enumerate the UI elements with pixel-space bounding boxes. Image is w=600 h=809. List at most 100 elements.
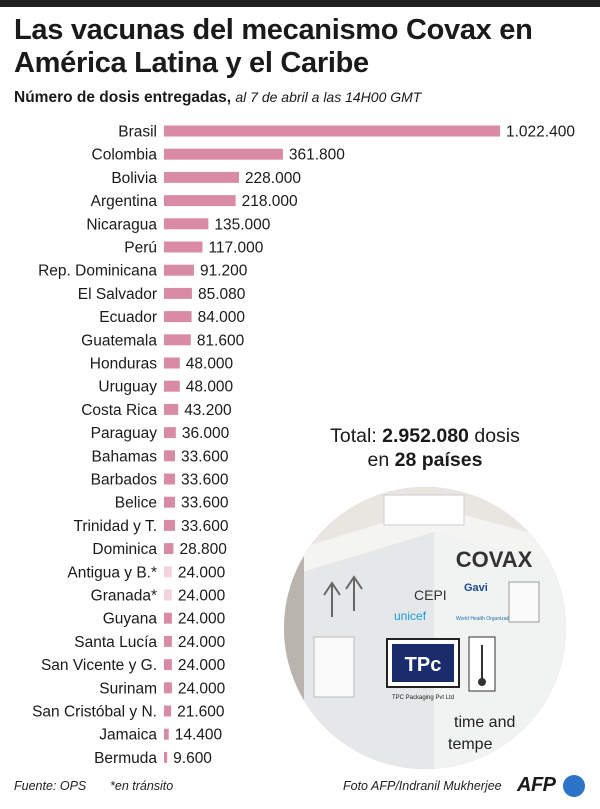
bar bbox=[164, 311, 192, 323]
bar bbox=[164, 287, 192, 299]
bar bbox=[164, 218, 209, 230]
photo-gavi-text: Gavi bbox=[464, 582, 488, 594]
top-rule bbox=[0, 0, 600, 7]
value-label: 48.000 bbox=[186, 356, 234, 373]
category-label: Jamaica bbox=[99, 727, 157, 744]
bar bbox=[164, 566, 172, 578]
bar bbox=[164, 125, 500, 137]
value-label: 91.200 bbox=[200, 263, 248, 280]
value-label: 33.600 bbox=[181, 472, 229, 489]
value-label: 9.600 bbox=[173, 750, 212, 767]
value-label: 81.600 bbox=[197, 332, 245, 349]
source-note: Fuente: OPS bbox=[14, 779, 87, 793]
photo-company-text: TPC Packaging Pvt Ltd bbox=[392, 695, 454, 701]
photo-unicef-text: unicef bbox=[394, 609, 427, 623]
category-label: Surinam bbox=[99, 680, 157, 697]
bar bbox=[164, 403, 179, 415]
afp-logo-dot-icon bbox=[563, 775, 585, 797]
value-label: 28.800 bbox=[179, 541, 227, 558]
bar bbox=[164, 751, 168, 763]
photo-credit: Foto AFP/Indranil Mukherjee bbox=[343, 779, 502, 793]
category-label: Rep. Dominicana bbox=[38, 263, 157, 280]
value-label: 85.080 bbox=[198, 286, 246, 303]
category-label: Brasil bbox=[118, 124, 157, 141]
bar bbox=[164, 659, 172, 671]
bar-chart: Brasil 1.022.400 Colombia 361.800 Bolivia 228… bbox=[32, 124, 575, 767]
photo-covax-text: COVAX bbox=[456, 547, 533, 572]
category-label: Antigua y B.* bbox=[67, 564, 157, 581]
bar bbox=[164, 728, 169, 740]
bar bbox=[164, 450, 176, 462]
bar bbox=[164, 589, 172, 601]
value-label: 33.600 bbox=[181, 495, 229, 512]
value-label: 14.400 bbox=[175, 727, 223, 744]
bar bbox=[164, 357, 180, 369]
photo-who-text: World Health Organization bbox=[456, 616, 515, 622]
category-label: Bahamas bbox=[92, 448, 158, 465]
value-label: 24.000 bbox=[178, 564, 226, 581]
category-label: Argentina bbox=[91, 193, 158, 210]
value-label: 24.000 bbox=[178, 588, 226, 605]
category-label: Bermuda bbox=[94, 750, 157, 767]
bar bbox=[164, 705, 172, 717]
category-label: Belice bbox=[115, 495, 157, 512]
bar bbox=[164, 543, 174, 555]
bar bbox=[164, 635, 172, 647]
total-doses: 2.952.080 bbox=[382, 425, 469, 447]
bar bbox=[164, 496, 176, 508]
value-label: 43.200 bbox=[184, 402, 232, 419]
value-label: 228.000 bbox=[245, 170, 301, 187]
value-label: 24.000 bbox=[178, 611, 226, 628]
bar bbox=[164, 682, 172, 694]
photo-side-text-1: time and bbox=[454, 714, 515, 731]
value-label: 361.800 bbox=[289, 147, 345, 164]
category-label: Colombia bbox=[92, 147, 158, 164]
category-label: El Salvador bbox=[78, 286, 157, 303]
bar bbox=[164, 241, 203, 253]
category-label: Guatemala bbox=[81, 332, 157, 349]
value-label: 135.000 bbox=[214, 216, 270, 233]
category-label: Perú bbox=[124, 240, 157, 257]
value-label: 218.000 bbox=[242, 193, 298, 210]
total-in: en bbox=[367, 449, 390, 471]
category-label: Dominica bbox=[92, 541, 157, 558]
value-label: 24.000 bbox=[178, 634, 226, 651]
bar bbox=[164, 148, 283, 160]
category-label: Uruguay bbox=[98, 379, 157, 396]
total-doses-suffix: dosis bbox=[474, 425, 520, 447]
vaccine-box-photo: COVAX CEPI Gavi unicef World Health Orga… bbox=[284, 487, 566, 769]
value-label: 48.000 bbox=[186, 379, 234, 396]
chart-subtitle: Número de dosis entregadas, al 7 de abri… bbox=[14, 89, 421, 107]
bar bbox=[164, 473, 176, 485]
total-summary: Total: 2.952.080 dosis en 28 países bbox=[300, 424, 550, 472]
value-label: 36.000 bbox=[182, 425, 230, 442]
category-label: Granada* bbox=[91, 588, 157, 605]
chart-title: Las vacunas del mecanismo Covax en Améri… bbox=[14, 14, 533, 79]
category-label: Nicaragua bbox=[86, 216, 157, 233]
subtitle-main: Número de dosis entregadas, bbox=[14, 89, 232, 106]
category-label: Santa Lucía bbox=[74, 634, 157, 651]
value-label: 24.000 bbox=[178, 657, 226, 674]
in-transit-note: *en tránsito bbox=[110, 779, 174, 793]
category-label: Barbados bbox=[91, 472, 158, 489]
photo-tpc-text: TPc bbox=[405, 654, 442, 676]
category-label: Costa Rica bbox=[81, 402, 157, 419]
subtitle-date: al 7 de abril a las 14H00 GMT bbox=[235, 89, 422, 105]
photo-side-text-2: tempe bbox=[448, 736, 493, 753]
category-label: Honduras bbox=[90, 356, 157, 373]
category-label: San Cristóbal y N. bbox=[32, 704, 157, 721]
bar bbox=[164, 334, 191, 346]
afp-logo: AFP bbox=[517, 773, 589, 799]
bar bbox=[164, 380, 180, 392]
photo-cepi-text: CEPI bbox=[414, 587, 447, 603]
total-countries: 28 países bbox=[394, 449, 483, 471]
bar bbox=[164, 519, 176, 531]
bar bbox=[164, 195, 236, 207]
value-label: 84.000 bbox=[198, 309, 246, 326]
total-prefix: Total: bbox=[330, 425, 377, 447]
category-label: Guyana bbox=[103, 611, 158, 628]
value-label: 33.600 bbox=[181, 518, 229, 535]
value-label: 24.000 bbox=[178, 680, 226, 697]
bar bbox=[164, 427, 176, 439]
bar bbox=[164, 264, 194, 276]
